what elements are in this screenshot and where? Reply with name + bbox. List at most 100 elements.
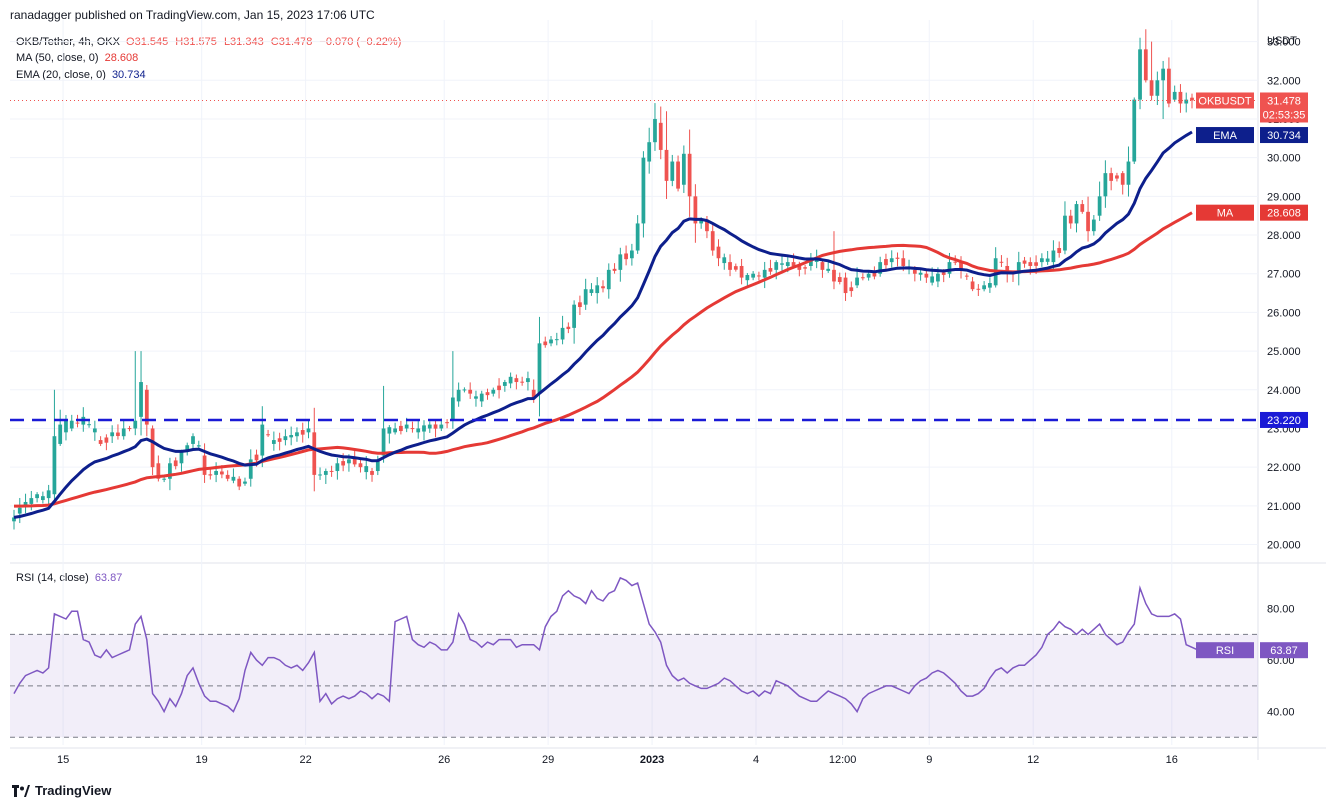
candle-body <box>1063 215 1067 251</box>
candle-body <box>12 517 16 522</box>
ema-tag-value-box <box>1260 127 1308 144</box>
rsi-tag-value: 63.87 <box>1270 645 1298 657</box>
price-tick-label: 32.000 <box>1267 75 1301 87</box>
last-price-symbol-tag <box>1196 92 1254 109</box>
candle-body <box>427 424 432 429</box>
candle-body <box>1086 211 1090 232</box>
candle-body <box>543 341 548 346</box>
candle-body <box>970 281 975 290</box>
candle <box>1178 84 1183 113</box>
candle-body <box>733 266 738 270</box>
currency-label: USDT <box>1267 35 1297 47</box>
candle-body <box>191 436 195 444</box>
candle-body <box>572 304 577 328</box>
candle-body <box>416 428 421 433</box>
candle-body <box>450 397 455 421</box>
candle <box>40 491 45 504</box>
candle-body <box>976 288 981 290</box>
candle <box>803 264 807 275</box>
candle <box>860 273 865 281</box>
candle-body <box>855 277 859 286</box>
ema-legend: EMA (20, close, 0) 30.734 <box>16 69 146 82</box>
candle-body <box>583 289 588 305</box>
candle-body <box>1080 204 1085 212</box>
candle-body <box>508 376 513 384</box>
candle-body <box>92 428 97 433</box>
candle <box>560 315 565 345</box>
support-level-tag <box>1260 411 1308 428</box>
candle-body <box>549 339 553 344</box>
candle <box>849 281 854 297</box>
rsi-tag <box>1196 642 1254 659</box>
candle-body <box>156 463 161 479</box>
support-level-value: 23.220 <box>1267 415 1301 427</box>
candle-body <box>560 327 565 340</box>
candle-body <box>941 272 946 275</box>
candle-body <box>1097 196 1102 216</box>
candle <box>999 255 1004 267</box>
candle <box>318 467 322 480</box>
candle <box>1190 93 1194 109</box>
candle-body <box>826 268 831 271</box>
candle-body <box>266 434 270 436</box>
candle-body <box>762 269 767 278</box>
candle-body <box>1120 173 1125 185</box>
candle <box>641 151 646 238</box>
candle-body <box>641 157 646 224</box>
ema-label: EMA (20, close, 0) <box>16 69 106 81</box>
candle <box>583 278 588 310</box>
candle <box>1074 200 1079 233</box>
rsi-tag-label: RSI <box>1216 645 1234 657</box>
price-tick-label: 27.000 <box>1267 269 1301 281</box>
candle-body <box>889 258 894 263</box>
candle-body <box>843 277 848 294</box>
candle-body <box>1051 250 1056 263</box>
candle <box>410 421 415 433</box>
candle-body <box>196 445 201 447</box>
ma-50-line <box>14 211 1193 508</box>
candle-body <box>1115 175 1119 179</box>
candle <box>1091 215 1096 236</box>
candle-body <box>17 507 22 514</box>
candle-body <box>681 153 686 185</box>
candle <box>722 253 727 270</box>
candle <box>578 295 582 316</box>
candle-body <box>578 302 582 308</box>
candle-body <box>375 459 380 472</box>
rsi-tag-value-box <box>1260 642 1308 659</box>
time-tick-label: 16 <box>1166 754 1178 766</box>
candle-body <box>35 494 39 499</box>
candle-body <box>1190 97 1194 101</box>
candle-body <box>248 459 253 479</box>
rsi-legend: RSI (14, close) 63.87 <box>16 572 122 585</box>
candle <box>456 382 461 407</box>
candle <box>497 378 501 399</box>
candle-body <box>988 283 992 288</box>
candle-body <box>647 142 652 162</box>
candle-body <box>751 273 756 278</box>
candle-body <box>127 428 132 430</box>
candle-body <box>895 257 900 259</box>
candle <box>277 432 282 451</box>
candle <box>964 273 969 280</box>
candle-body <box>104 437 109 443</box>
candle <box>422 420 426 441</box>
candle <box>1172 85 1177 102</box>
price-tick-label: 29.000 <box>1267 191 1301 203</box>
candle <box>520 376 525 386</box>
candle-body <box>676 161 680 189</box>
tradingview-brand[interactable]: TradingView <box>12 783 111 798</box>
candle-body <box>1103 173 1108 197</box>
brand-text: TradingView <box>35 783 112 798</box>
candle-body <box>687 153 692 197</box>
ma-tag <box>1196 204 1254 221</box>
price-tick-label: 28.000 <box>1267 230 1301 242</box>
candle-body <box>820 262 825 270</box>
candle-body <box>283 436 288 441</box>
time-tick-label: 22 <box>299 754 311 766</box>
candle <box>462 387 467 393</box>
candle <box>728 254 732 277</box>
candle-body <box>225 474 230 479</box>
time-tick-label: 19 <box>196 754 208 766</box>
